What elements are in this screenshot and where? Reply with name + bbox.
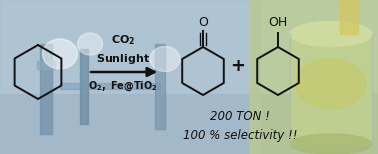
Bar [60, 83, 160, 89]
Text: OH: OH [268, 16, 288, 30]
Text: $\mathbf{Sunlight}$: $\mathbf{Sunlight}$ [96, 52, 150, 66]
Ellipse shape [42, 39, 77, 69]
Text: +: + [231, 57, 245, 75]
Bar [37, 61, 55, 69]
Bar [40, 44, 52, 134]
Ellipse shape [290, 134, 372, 154]
Text: O: O [198, 16, 208, 30]
Ellipse shape [296, 59, 366, 109]
Bar [0, 94, 378, 154]
Text: $\mathbf{CO_2}$: $\mathbf{CO_2}$ [111, 33, 135, 47]
Text: 100 % selectivity !!: 100 % selectivity !! [183, 130, 297, 142]
Bar [0, 0, 378, 94]
Ellipse shape [150, 47, 180, 71]
Bar [340, 0, 358, 34]
Bar [80, 49, 88, 124]
Bar [0, 0, 260, 154]
Ellipse shape [290, 22, 372, 47]
Bar [290, 34, 372, 144]
Bar [155, 44, 165, 129]
Text: $\mathbf{O_2,\ Fe@TiO_2}$: $\mathbf{O_2,\ Fe@TiO_2}$ [88, 79, 158, 93]
Ellipse shape [77, 33, 102, 55]
Text: 200 TON !: 200 TON ! [210, 111, 270, 124]
Bar [250, 0, 378, 154]
